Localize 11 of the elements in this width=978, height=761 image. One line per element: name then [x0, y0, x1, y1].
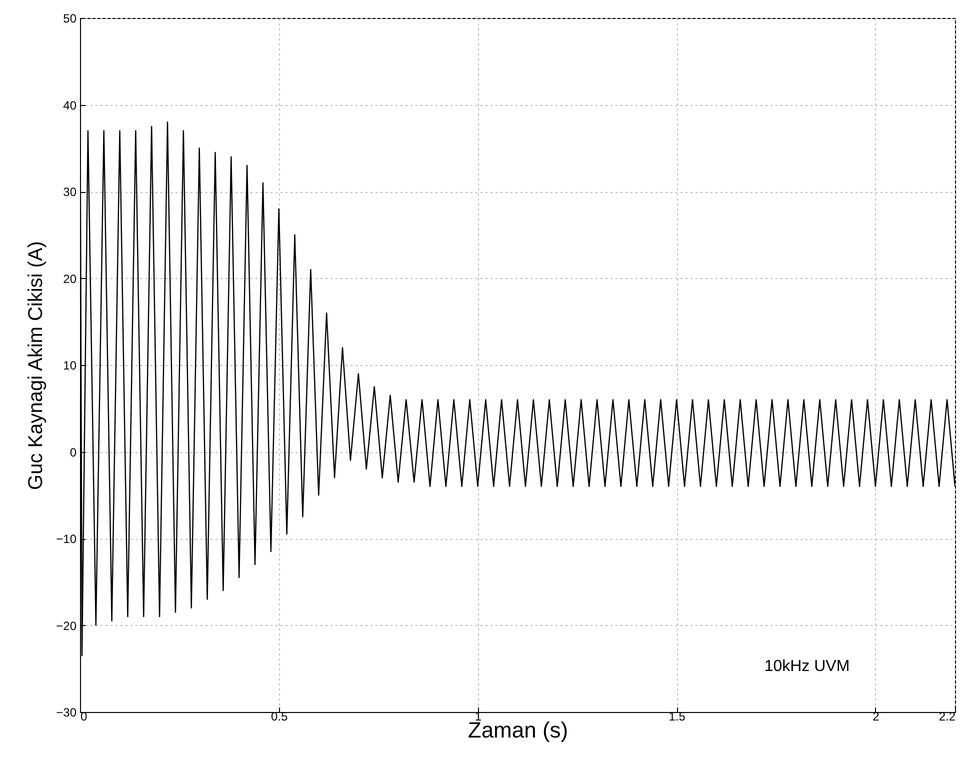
y-tick-label: 30	[63, 185, 77, 199]
y-tick-label: 20	[63, 272, 77, 286]
y-tick-label: 0	[70, 445, 77, 460]
y-tick-label: 50	[63, 12, 77, 26]
annotation: 10kHz UVM	[764, 658, 850, 675]
y-tick-label: −10	[56, 532, 77, 546]
y-tick-label: −30	[56, 706, 77, 720]
y-axis-title: Guc Kaynagi Akim Cikisi (A)	[25, 241, 48, 490]
y-tick-label: 10	[63, 358, 77, 372]
y-tick-label: −20	[56, 618, 77, 633]
y-tick-label: 40	[63, 98, 77, 112]
